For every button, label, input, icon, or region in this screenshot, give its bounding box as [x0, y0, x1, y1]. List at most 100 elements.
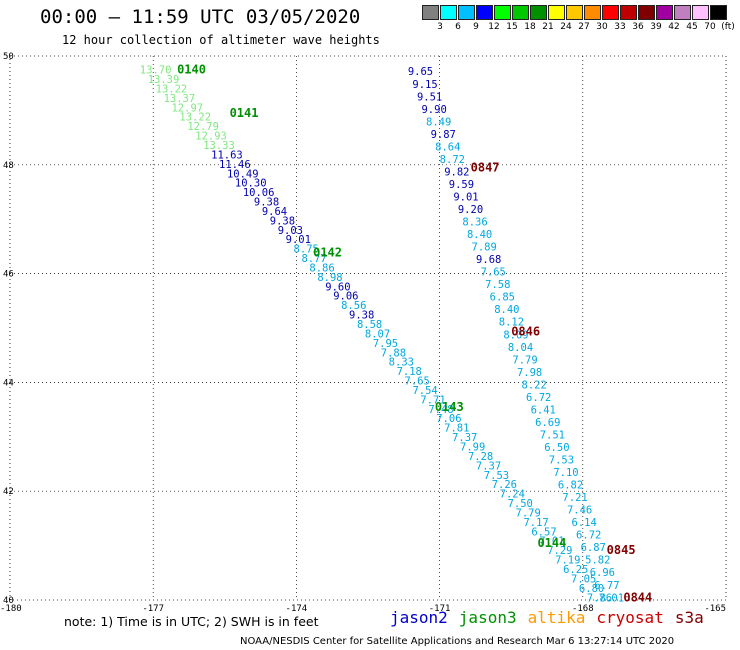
time-label: 0846	[511, 324, 540, 338]
wave-height-value: 8.07	[365, 328, 390, 340]
wave-height-value: 6.87	[581, 542, 606, 554]
wave-height-value: 7.05	[571, 573, 596, 585]
wave-height-value: 8.22	[522, 379, 547, 391]
wave-height-value: 7.53	[549, 455, 574, 467]
wave-height-value: 9.65	[408, 66, 433, 78]
wave-height-value: 7.71	[420, 394, 445, 406]
wave-height-value: 8.75	[294, 244, 319, 256]
legend-swatch	[548, 5, 565, 20]
wave-height-value: 9.38	[254, 197, 279, 209]
lon-tick-label: -168	[572, 604, 594, 614]
wave-height-value: 7.26	[492, 479, 517, 491]
legend-swatch	[692, 5, 709, 20]
time-label: 0142	[313, 245, 342, 259]
time-labels: 0140 0141 0142 0143 0144 0847 0846 0845 0844	[177, 63, 652, 605]
wave-height-value: 6.85	[490, 292, 515, 304]
legend-swatch	[512, 5, 529, 20]
time-label: 0845	[607, 543, 636, 557]
legend-label: (ft)	[721, 22, 735, 32]
wave-height-value: 7.37	[476, 460, 501, 472]
legend-label: 27	[578, 22, 590, 32]
axis-labels: 50 48 46 44 42 40-180 -177 -174 -171 -168 -165	[0, 52, 726, 614]
wave-height-value: 11.46	[219, 159, 251, 171]
wave-height-value: 9.68	[476, 254, 501, 266]
wave-height-value: 7.81	[444, 423, 469, 435]
wave-height-value: 7.54	[412, 385, 437, 397]
time-label: 0847	[471, 161, 500, 175]
page-subtitle: 12 hour collection of altimeter wave hei…	[62, 33, 380, 47]
wave-height-value: 7.98	[517, 367, 542, 379]
time-label: 0144	[537, 536, 566, 550]
legend-swatch	[584, 5, 601, 20]
legend-swatch	[710, 5, 727, 20]
wave-height-value: 7.88	[381, 347, 406, 359]
legend-label: 18	[524, 22, 536, 32]
satellite-name: jason3	[458, 608, 517, 627]
wave-height-value: 9.64	[262, 206, 287, 218]
lon-tick-label: -171	[429, 604, 451, 614]
satellite-name: cryosat	[596, 608, 664, 627]
legend-swatch	[674, 5, 691, 20]
wave-height-value: 7.79	[512, 354, 537, 366]
wave-height-value: 7.48	[428, 404, 453, 416]
wave-height-value: 12.79	[187, 121, 219, 133]
wave-height-value: 7.58	[485, 279, 510, 291]
wave-height-value: 7.28	[468, 451, 493, 463]
wave-height-value: 7.65	[481, 267, 506, 279]
wave-height-value: 9.01	[453, 191, 478, 203]
wave-height-value: 7.46	[567, 505, 592, 517]
lon-tick-label: -180	[0, 604, 22, 614]
altimeter-track: 9.659.159.519.908.499.878.648.729.829.59…	[408, 66, 624, 604]
legend-label: 21	[542, 22, 554, 32]
wave-height-value: 9.38	[270, 215, 295, 227]
wave-height-value: 6.82	[558, 480, 583, 492]
lon-tick-label: -174	[286, 604, 308, 614]
wave-height-value: 9.01	[286, 234, 311, 246]
legend-swatch	[656, 5, 673, 20]
wave-height-value: 13.37	[164, 93, 196, 105]
wave-height-value: 7.95	[373, 338, 398, 350]
wave-height-value: 7.50	[508, 498, 533, 510]
wave-height-value: 7.89	[472, 242, 497, 254]
lat-tick-label: 42	[3, 487, 14, 497]
legend-label: 15	[506, 22, 518, 32]
wave-height-value: 7.99	[460, 442, 485, 454]
wave-height-value: 9.87	[431, 129, 456, 141]
wave-height-value: 13.33	[203, 140, 235, 152]
wave-height-value: 11.63	[211, 149, 243, 161]
wave-height-value: 6.72	[576, 530, 601, 542]
wave-height-value: 8.36	[462, 217, 487, 229]
wave-height-value: 6.14	[572, 517, 597, 529]
wave-height-value: 6.57	[531, 526, 556, 538]
legend-swatch	[440, 5, 457, 20]
wave-height-value: 7.37	[452, 432, 477, 444]
legend-swatch	[476, 5, 493, 20]
wave-height-value: 8.33	[389, 357, 414, 369]
wave-height-value: 7.21	[562, 492, 587, 504]
wave-height-value: 10.49	[227, 168, 259, 180]
map-frame	[9, 55, 727, 601]
legend-label: 12	[488, 22, 500, 32]
legend-label: 30	[596, 22, 608, 32]
wave-height-value: 8.56	[341, 300, 366, 312]
wave-height-value: 9.15	[412, 79, 437, 91]
wave-height-value: 9.60	[325, 281, 350, 293]
altimeter-track: 13.7013.3913.2213.3712.9713.2212.7912.93…	[140, 65, 612, 605]
legend-label: 36	[632, 22, 644, 32]
legend-swatch	[620, 5, 637, 20]
wave-height-value: 6.96	[590, 567, 615, 579]
wave-height-value: 5.82	[585, 555, 610, 567]
wave-height-value: 8.40	[494, 304, 519, 316]
legend-label: 42	[668, 22, 680, 32]
wave-height-value: 7.29	[547, 545, 572, 557]
wave-height-value: 6.77	[594, 580, 619, 592]
color-legend: 3 6 9 12 15 18 21 24 27 30 33 36 39 42 45 70 (ft)	[422, 5, 735, 35]
wave-height-value: 7.53	[484, 470, 509, 482]
time-label: 0844	[623, 590, 652, 604]
wave-height-value: 8.04	[508, 342, 533, 354]
legend-label: 39	[650, 22, 662, 32]
lat-tick-label: 40	[3, 596, 14, 606]
wave-height-value: 9.51	[417, 91, 442, 103]
legend-swatch	[638, 5, 655, 20]
